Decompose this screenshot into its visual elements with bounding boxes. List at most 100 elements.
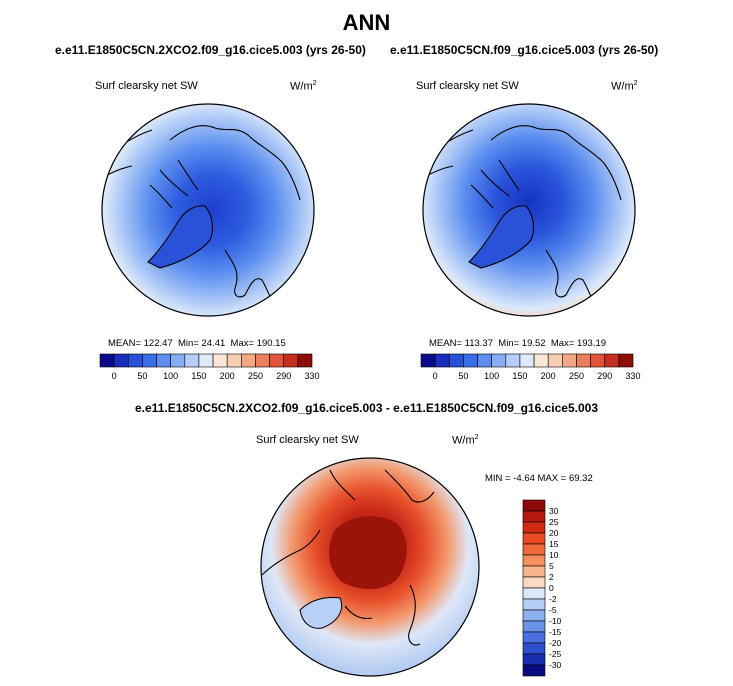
panel1-colorbar-tick-label: 290 bbox=[276, 371, 291, 381]
panel2-colorbar-box bbox=[547, 353, 563, 368]
panel1-colorbar-box bbox=[269, 353, 285, 368]
diff-colorbar-box bbox=[522, 521, 546, 534]
panel1-colorbar-box bbox=[212, 353, 228, 368]
panel1-stats: MEAN= 122.47 Min= 24.41 Max= 190.15 bbox=[108, 338, 286, 349]
panel1-colorbar-box bbox=[226, 353, 242, 368]
diff-colorbar-box bbox=[522, 565, 546, 578]
panel1-greenland-outline bbox=[147, 205, 214, 269]
diff-colorbar-tick-label: -25 bbox=[549, 649, 562, 659]
diff-colorbar-tick-label: -20 bbox=[549, 638, 562, 648]
panel1-colorbar-box bbox=[170, 353, 186, 368]
diff-colorbar-tick-label: -10 bbox=[549, 616, 562, 626]
panel1-max-label: Max= bbox=[230, 338, 255, 349]
diff-units: W/m2 bbox=[452, 434, 479, 447]
diff-min-label: MIN = bbox=[485, 473, 511, 484]
diff-colorbar-tick-label: 5 bbox=[549, 561, 554, 571]
panel1-canada-islands bbox=[149, 159, 199, 209]
panel1-colorbar-box bbox=[283, 353, 299, 368]
panel2-map bbox=[422, 103, 636, 317]
panel1-colorbar-box bbox=[99, 353, 115, 368]
diff-colorbar-tick-label: -15 bbox=[549, 627, 562, 637]
diff-colorbar-box bbox=[522, 587, 546, 600]
panel1-colorbar-box bbox=[113, 353, 129, 368]
panel1-colorbar-box bbox=[184, 353, 200, 368]
panel2-min-label: Min= bbox=[498, 338, 520, 349]
panel1-max-value: 190.15 bbox=[256, 338, 286, 349]
panel2-canada-islands bbox=[470, 159, 520, 209]
panel2-mean-value: 113.37 bbox=[464, 338, 493, 349]
diff-arctic-ocean-core bbox=[329, 516, 407, 590]
diff-colorbar-tick-label: 10 bbox=[549, 550, 559, 560]
diff-greenland-outline bbox=[344, 605, 373, 619]
panel1-mean-value: 122.47 bbox=[143, 338, 173, 349]
panel2-units: W/m2 bbox=[611, 80, 638, 93]
panel1-colorbar-tick-label: 100 bbox=[163, 371, 178, 381]
diff-variable-label: Surf clearsky net SW bbox=[256, 434, 359, 446]
panel1-colorbar-box bbox=[127, 353, 143, 368]
diff-colorbar-box bbox=[522, 598, 546, 611]
panel2-colorbar-box bbox=[618, 353, 634, 368]
panel2-colorbar-tick-label: 150 bbox=[512, 371, 527, 381]
panel2-colorbar-box bbox=[463, 353, 478, 368]
diff-colorbar-box bbox=[522, 653, 546, 666]
panel2-colorbar-tick-label: 290 bbox=[597, 371, 612, 381]
diff-colorbar-tick-label: 15 bbox=[549, 539, 559, 549]
panel1-colorbar-box bbox=[142, 353, 157, 368]
panel1-min-value: 24.41 bbox=[201, 338, 226, 349]
panel2-colorbar-box bbox=[505, 353, 521, 368]
panel1-asia-coast bbox=[169, 125, 301, 201]
diff-colorbar-tick-label: -2 bbox=[549, 594, 557, 604]
panel1-colorbar-tick-label: 330 bbox=[304, 371, 319, 381]
panel1-europe-coast bbox=[224, 249, 277, 306]
diff-colorbar-tick-label: -30 bbox=[549, 660, 562, 670]
diff-colorbar-box bbox=[522, 620, 546, 633]
panel2-mean-label: MEAN= bbox=[429, 338, 462, 349]
panel2-colorbar: 0 50 100 150 200 250 290 330 bbox=[420, 353, 641, 381]
diff-colorbar-tick-label: -5 bbox=[549, 605, 557, 615]
page-title: ANN bbox=[342, 10, 391, 35]
panel1-colorbar-box bbox=[156, 353, 171, 368]
panel2-stats: MEAN= 113.37 Min= 19.52 Max= 193.19 bbox=[429, 338, 606, 349]
panel1-case-title: e.e11.E1850C5CN.2XCO2.f09_g16.cice5.003 … bbox=[55, 43, 366, 57]
diff-colorbar-tick-label: 20 bbox=[549, 528, 559, 538]
panel2-colorbar-tick-label: 200 bbox=[541, 371, 556, 381]
panel2-colorbar-tick-label: 330 bbox=[625, 371, 640, 381]
diff-colorbar-box bbox=[522, 543, 546, 556]
diff-canada-coast bbox=[408, 584, 421, 646]
panel2-case-title: e.e11.E1850C5CN.f09_g16.cice5.003 (yrs 2… bbox=[390, 43, 659, 57]
panel2-colorbar-box bbox=[491, 353, 507, 368]
panel2-colorbar-box bbox=[562, 353, 577, 368]
panel2-greenland-outline bbox=[468, 205, 535, 269]
panel2-colorbar-box bbox=[576, 353, 591, 368]
panel1-colorbar-box bbox=[241, 353, 256, 368]
diff-greenland-patch bbox=[299, 597, 343, 629]
panel2-colorbar-box bbox=[533, 353, 549, 368]
panel1-map bbox=[101, 103, 315, 317]
panel1-colorbar: 0 50 100 150 200 250 290 330 bbox=[99, 353, 320, 381]
panel1-colorbar-tick-label: 150 bbox=[191, 371, 206, 381]
panel2-colorbar-box bbox=[477, 353, 492, 368]
diff-colorbar-box bbox=[522, 554, 546, 567]
diff-colorbar-box bbox=[522, 609, 546, 622]
panel2-colorbar-tick-label: 100 bbox=[484, 371, 499, 381]
panel1-mean-label: MEAN= bbox=[108, 338, 141, 349]
panel2-colorbar-box bbox=[434, 353, 450, 368]
diff-colorbar-box bbox=[522, 532, 546, 545]
diff-max-label: MAX = bbox=[537, 473, 567, 484]
panel2-colorbar-tick-label: 250 bbox=[569, 371, 584, 381]
panel1-colorbar-box bbox=[198, 353, 214, 368]
panel1-units: W/m2 bbox=[290, 80, 317, 93]
panel1-colorbar-tick-label: 250 bbox=[248, 371, 263, 381]
diff-max-value: 69.32 bbox=[568, 473, 593, 484]
panel1-min-label: Min= bbox=[177, 338, 199, 349]
panel1-variable-label: Surf clearsky net SW bbox=[95, 80, 198, 92]
diff-colorbar-tick-label: 2 bbox=[549, 572, 554, 582]
panel2-colorbar-box bbox=[519, 353, 535, 368]
diff-asia-coast bbox=[261, 529, 321, 576]
panel1-colorbar-tick-label: 200 bbox=[220, 371, 235, 381]
panel1-colorbar-tick-label: 0 bbox=[112, 371, 117, 381]
diff-colorbar-tick-label: 30 bbox=[549, 506, 559, 516]
diff-map bbox=[260, 457, 480, 677]
